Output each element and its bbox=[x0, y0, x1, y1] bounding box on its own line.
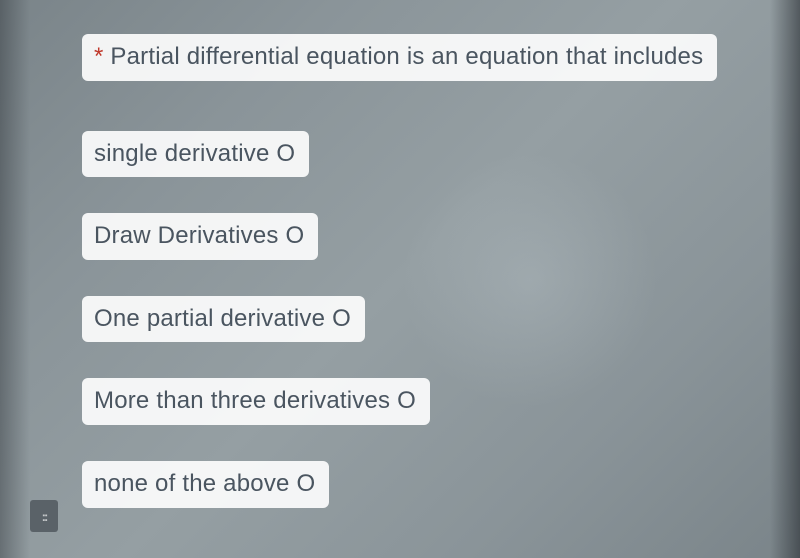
option-label: One partial derivative bbox=[94, 305, 325, 332]
marker-glyph: :: bbox=[42, 509, 47, 524]
option-row: Draw Derivatives O bbox=[82, 213, 800, 296]
answer-option-3[interactable]: One partial derivative O bbox=[82, 296, 365, 343]
required-asterisk: * bbox=[94, 43, 104, 70]
answer-option-1[interactable]: single derivative O bbox=[82, 131, 309, 178]
answer-option-2[interactable]: Draw Derivatives O bbox=[82, 213, 318, 260]
option-row: One partial derivative O bbox=[82, 296, 800, 379]
radio-glyph: O bbox=[276, 140, 295, 167]
question-text: Partial differential equation is an equa… bbox=[110, 43, 703, 70]
option-row: More than three derivatives O bbox=[82, 378, 800, 461]
radio-glyph: O bbox=[397, 387, 416, 414]
radio-glyph: O bbox=[332, 305, 351, 332]
option-label: More than three derivatives bbox=[94, 387, 390, 414]
answer-option-4[interactable]: More than three derivatives O bbox=[82, 378, 430, 425]
answer-option-5[interactable]: none of the above O bbox=[82, 461, 329, 508]
option-label: none of the above bbox=[94, 470, 290, 497]
radio-glyph: O bbox=[296, 470, 315, 497]
option-label: Draw Derivatives bbox=[94, 222, 279, 249]
option-row: single derivative O bbox=[82, 131, 800, 214]
radio-glyph: O bbox=[285, 222, 304, 249]
quiz-content: * Partial differential equation is an eq… bbox=[0, 0, 800, 508]
question-pill: * Partial differential equation is an eq… bbox=[82, 34, 717, 81]
option-row: none of the above O bbox=[82, 461, 800, 508]
option-label: single derivative bbox=[94, 140, 270, 167]
